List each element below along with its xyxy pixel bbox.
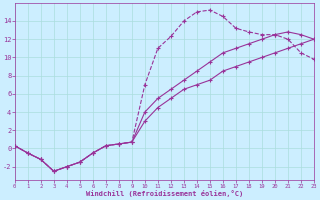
X-axis label: Windchill (Refroidissement éolien,°C): Windchill (Refroidissement éolien,°C) [86,190,243,197]
